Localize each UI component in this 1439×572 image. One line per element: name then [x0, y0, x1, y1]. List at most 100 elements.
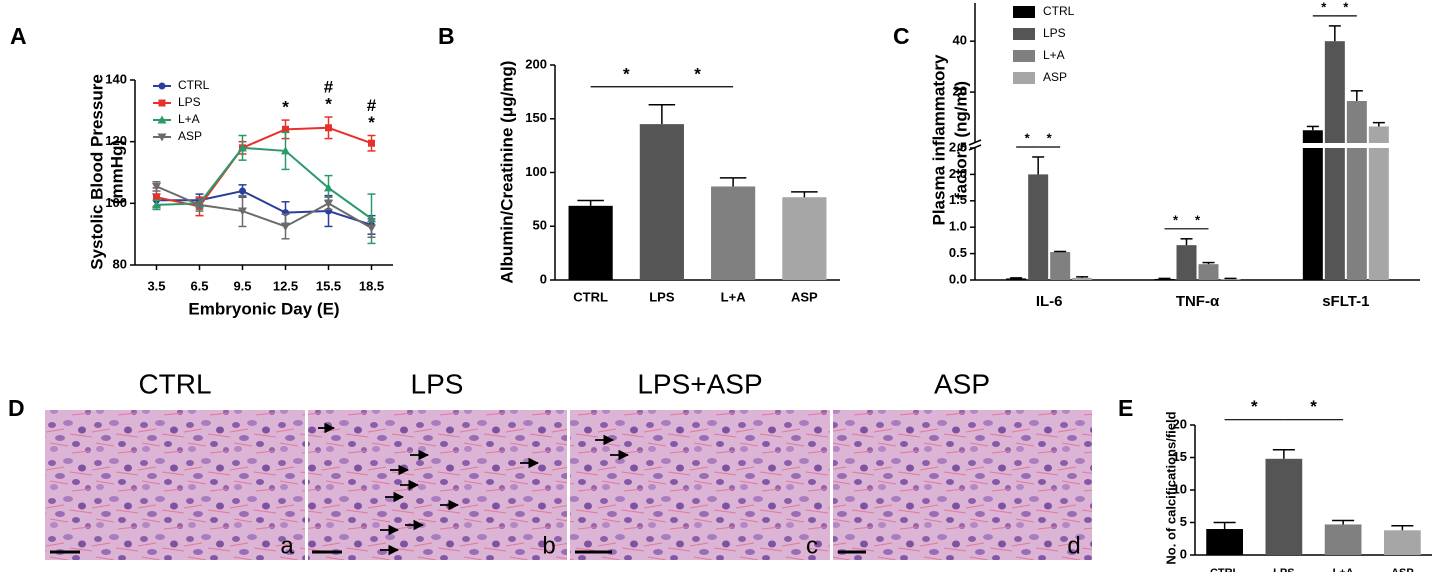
legend-swatch — [1013, 6, 1035, 18]
bar — [1072, 277, 1093, 280]
marker — [238, 207, 247, 216]
micrograph-title: ASP — [934, 368, 990, 399]
x-tick-label: L+A — [1333, 567, 1354, 572]
x-axis-label: Embryonic Day (E) — [188, 299, 339, 318]
bar — [711, 186, 756, 280]
marker — [153, 193, 160, 201]
bar — [1198, 264, 1219, 280]
bar — [1176, 245, 1197, 280]
marker — [157, 133, 167, 142]
micrograph — [570, 410, 830, 560]
y-tick-label: 20 — [1173, 416, 1187, 431]
bar — [639, 124, 684, 280]
legend-swatch — [1013, 28, 1035, 40]
y-axis-label: factors (ng/ml) — [951, 81, 970, 199]
legend-label: LPS — [1043, 26, 1066, 40]
x-tick-label: ASP — [791, 289, 818, 304]
axis-break — [968, 139, 982, 146]
x-tick-label: 18.5 — [359, 278, 384, 293]
bar — [1206, 529, 1243, 555]
bar — [1028, 174, 1049, 280]
x-tick-label: 3.5 — [147, 278, 165, 293]
legend-label: ASP — [1043, 70, 1067, 84]
series-line — [156, 185, 372, 229]
bar — [1384, 530, 1421, 555]
micrograph-letter: d — [1067, 532, 1080, 559]
y-tick-label: 15 — [1173, 449, 1187, 464]
y-tick-label: 120 — [105, 133, 127, 148]
significance-label: * — [1195, 212, 1201, 227]
y-tick-label: 100 — [105, 195, 127, 210]
y-tick-label: 100 — [525, 164, 547, 179]
y-tick-label: 0 — [1180, 546, 1187, 561]
y-axis-label: (mmHg) — [107, 140, 126, 204]
panel-d: D CTRL LPS LPS+ASP ASP a b c d — [8, 368, 1092, 560]
micrograph-title: CTRL — [138, 368, 211, 399]
series-line — [156, 126, 372, 208]
marker — [367, 224, 376, 233]
y-tick-label: 40 — [953, 33, 967, 48]
y-tick-label: 80 — [113, 256, 127, 271]
x-tick-label: ASP — [1391, 567, 1414, 572]
series-line — [156, 146, 373, 220]
bar — [1368, 148, 1389, 280]
y-tick-label: 1.5 — [949, 192, 967, 207]
axis-break — [968, 144, 982, 151]
y-tick-label: 200 — [525, 56, 547, 71]
panel-letter: C — [893, 23, 910, 49]
y-tick-label: 1.0 — [949, 219, 967, 234]
bar — [1346, 148, 1367, 280]
micrograph — [45, 410, 305, 560]
x-tick-label: CTRL — [1210, 567, 1240, 572]
marker — [158, 82, 166, 90]
x-tick-label: CTRL — [573, 289, 608, 304]
significance-label: * — [1025, 130, 1031, 145]
bar — [782, 197, 827, 280]
micrograph — [308, 410, 567, 560]
marker — [281, 222, 290, 231]
micrograph-title: LPS+ASP — [637, 368, 762, 399]
legend-label: LPS — [178, 95, 201, 109]
marker — [281, 146, 290, 155]
annotation: * — [368, 113, 375, 132]
annotation: # — [367, 96, 377, 115]
significance-label: * — [623, 64, 630, 83]
marker — [325, 124, 332, 132]
series-line — [156, 189, 372, 226]
x-tick-label: 12.5 — [273, 278, 298, 293]
annotation: * — [282, 98, 289, 117]
bar — [1302, 148, 1323, 280]
y-tick-label: 150 — [525, 110, 547, 125]
y-tick-label: 0 — [540, 271, 547, 286]
significance-label: * — [1343, 0, 1349, 14]
bar-upper — [1368, 126, 1389, 143]
bar — [1006, 278, 1027, 280]
marker — [152, 200, 161, 209]
y-tick-label: 2.0 — [949, 166, 967, 181]
y-tick-label: 50 — [533, 218, 547, 233]
significance-label: * — [1251, 397, 1258, 416]
panel-letter: B — [438, 23, 455, 49]
marker — [239, 187, 246, 195]
marker — [324, 183, 333, 192]
legend-label: CTRL — [1043, 4, 1075, 18]
annotation: # — [324, 77, 334, 96]
x-tick-label: 9.5 — [233, 278, 251, 293]
micrograph-letter: c — [806, 532, 818, 559]
bar — [1220, 278, 1241, 280]
marker — [157, 115, 167, 124]
marker — [238, 143, 247, 152]
y-tick-label: 5 — [1180, 514, 1187, 529]
x-tick-label: sFLT-1 — [1322, 293, 1369, 310]
x-tick-label: IL-6 — [1036, 293, 1063, 310]
marker — [152, 182, 161, 191]
y-tick-label: 10 — [1173, 481, 1187, 496]
panel-letter: E — [1118, 395, 1133, 421]
significance-label: * — [694, 64, 701, 83]
marker — [324, 199, 333, 208]
marker — [158, 99, 166, 107]
y-tick-label: 2.5 — [949, 139, 967, 154]
x-tick-label: LPS — [649, 289, 675, 304]
bar-upper — [1324, 41, 1345, 143]
